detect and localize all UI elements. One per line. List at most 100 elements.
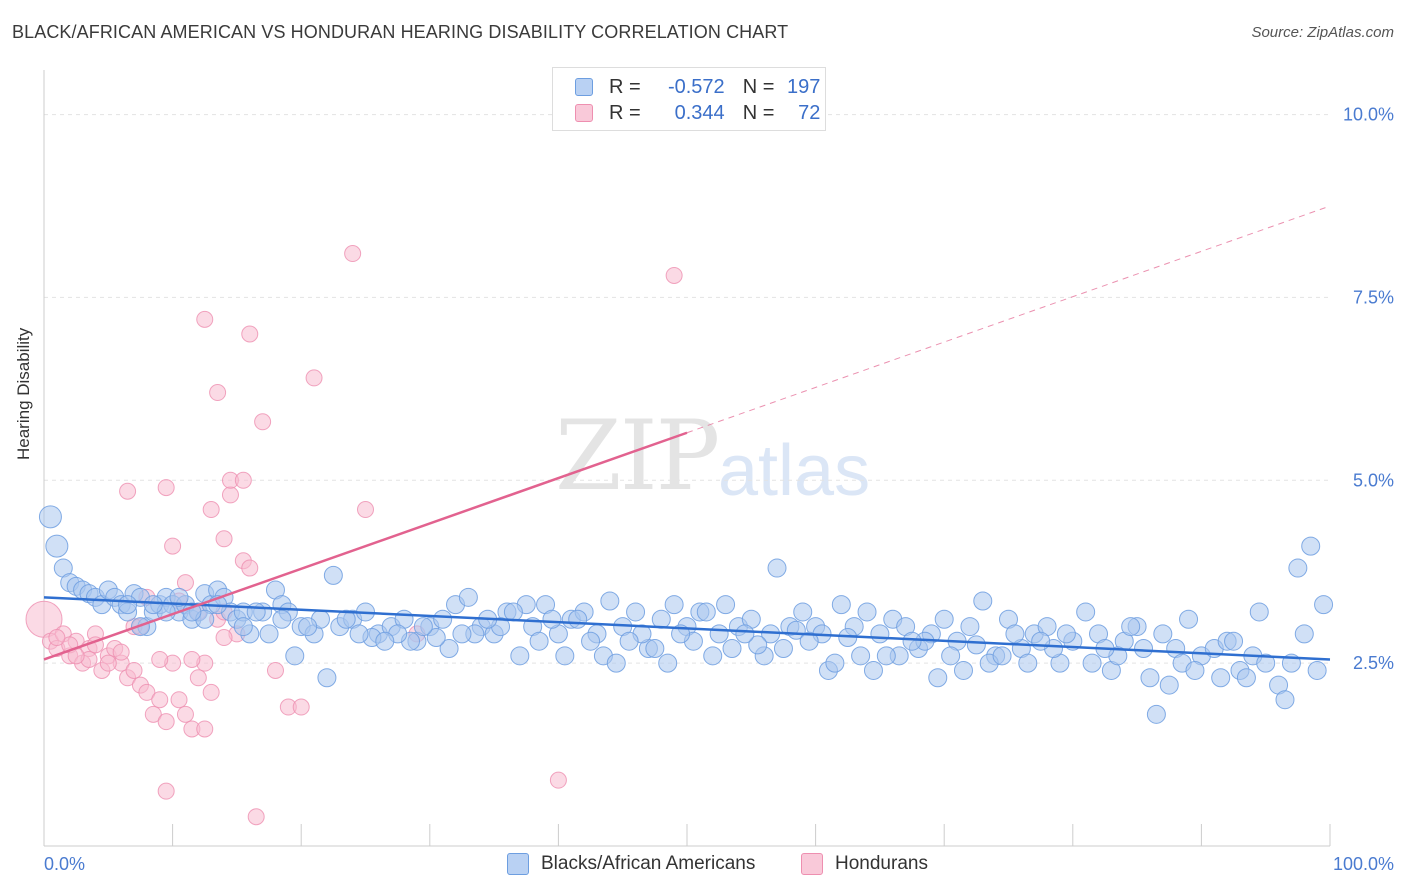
data-point-blacks — [966, 635, 986, 655]
pink-swatch-icon — [801, 853, 823, 875]
data-point-blacks — [1076, 602, 1096, 622]
data-point-blacks — [1294, 624, 1314, 644]
data-point-blacks — [272, 609, 292, 629]
data-point-blacks — [748, 635, 768, 655]
data-point-blacks — [581, 631, 601, 651]
data-point-hondurans — [125, 661, 143, 679]
y-tick-label: 2.5% — [1353, 653, 1394, 673]
data-point-blacks — [606, 653, 626, 673]
correlation-legend: R = -0.572 N = 197 R = 0.344 N = 72 — [552, 67, 826, 131]
data-point-hondurans — [138, 683, 156, 701]
bottom-legend-label: Blacks/African Americans — [541, 853, 756, 874]
data-point-blacks — [928, 668, 948, 688]
data-point-blacks — [1018, 653, 1038, 673]
data-point-blacks — [1146, 704, 1166, 724]
data-point-hondurans — [157, 782, 175, 800]
data-point-hondurans — [151, 650, 169, 668]
data-point-blacks — [439, 639, 459, 659]
data-point-hondurans — [99, 654, 117, 672]
data-point-blacks — [953, 660, 973, 680]
legend-r-label: R = — [609, 101, 641, 124]
chart-title: BLACK/AFRICAN AMERICAN VS HONDURAN HEARI… — [12, 22, 789, 42]
data-point-blacks — [1275, 690, 1295, 710]
trend-line-blacks — [43, 596, 1331, 661]
data-point-hondurans — [202, 501, 220, 519]
data-point-blacks — [169, 587, 189, 607]
data-point-blacks — [259, 624, 279, 644]
data-point-hondurans — [183, 650, 201, 668]
bottom-legend-hondurans: Hondurans — [801, 852, 928, 876]
data-point-hondurans — [151, 691, 169, 709]
data-point-blacks — [973, 591, 993, 611]
bottom-legend-label: Hondurans — [835, 853, 928, 874]
y-axis-label: Hearing Disability — [14, 327, 33, 460]
data-point-blacks — [799, 631, 819, 651]
data-point-hondurans — [234, 471, 252, 489]
data-point-hondurans — [241, 559, 259, 577]
blue-swatch-icon — [507, 853, 529, 875]
data-point-hondurans — [357, 501, 374, 519]
data-point-blacks — [870, 624, 890, 644]
data-point-hondurans — [209, 384, 227, 402]
data-point-hondurans — [665, 266, 683, 284]
data-point-blacks — [1224, 631, 1244, 651]
data-point-blacks — [1056, 624, 1076, 644]
data-point-blacks — [143, 595, 163, 615]
data-point-hondurans — [305, 369, 323, 387]
data-point-blacks — [246, 602, 266, 622]
data-point-blacks — [317, 668, 337, 688]
y-tick-label: 10.0% — [1343, 105, 1394, 125]
data-point-blacks — [458, 587, 478, 607]
data-point-blacks — [1082, 653, 1102, 673]
legend-n-value: 197 — [787, 75, 821, 98]
data-point-hondurans — [119, 482, 137, 500]
data-point-blacks — [375, 631, 395, 651]
data-point-blacks — [934, 609, 954, 629]
data-point-hondurans — [112, 643, 130, 661]
watermark-atlas: atlas — [718, 431, 871, 511]
x-tick-label: 0.0% — [44, 854, 85, 874]
data-point-hondurans — [157, 479, 175, 497]
data-point-hondurans — [549, 771, 567, 789]
data-point-hondurans — [189, 669, 207, 687]
x-tick-label: 100.0% — [1333, 854, 1394, 874]
data-point-blacks — [452, 624, 472, 644]
legend-r-value: 0.344 — [674, 101, 725, 124]
data-point-blacks — [851, 646, 871, 666]
data-point-blacks — [716, 595, 736, 615]
data-point-blacks — [426, 628, 446, 648]
legend-row-blacks: R = -0.572 N = 197 — [575, 75, 820, 99]
data-point-blacks — [336, 609, 356, 629]
data-point-blacks — [992, 646, 1012, 666]
data-point-blacks — [1256, 653, 1276, 673]
data-point-hondurans — [344, 245, 362, 263]
data-point-blacks — [863, 660, 883, 680]
data-point-blacks — [118, 595, 138, 615]
data-point-blacks — [529, 631, 549, 651]
data-point-blacks — [722, 639, 742, 659]
trend-line-hondurans — [43, 431, 688, 661]
data-point-blacks — [1236, 668, 1256, 688]
data-point-blacks — [323, 565, 343, 585]
data-point-blacks — [1288, 558, 1308, 578]
source-label: Source: ZipAtlas.com — [1251, 24, 1394, 41]
data-point-blacks — [825, 653, 845, 673]
legend-r-value: -0.572 — [667, 75, 725, 98]
data-point-hondurans — [254, 413, 272, 431]
data-point-blacks — [1301, 536, 1321, 556]
legend-n-label: N = — [742, 75, 775, 98]
data-point-blacks — [626, 602, 646, 622]
data-point-hondurans — [176, 705, 194, 723]
data-point-blacks — [658, 653, 678, 673]
data-point-blacks — [1121, 617, 1141, 637]
data-point-blacks — [413, 617, 433, 637]
data-point-blacks — [233, 617, 253, 637]
data-point-blacks — [651, 609, 671, 629]
data-point-blacks — [298, 617, 318, 637]
data-point-blacks — [773, 639, 793, 659]
data-point-hondurans — [48, 629, 66, 647]
data-point-blacks — [709, 624, 729, 644]
legend-n-value: 72 — [798, 101, 821, 124]
data-point-blacks — [1185, 660, 1205, 680]
data-point-blacks — [600, 591, 620, 611]
